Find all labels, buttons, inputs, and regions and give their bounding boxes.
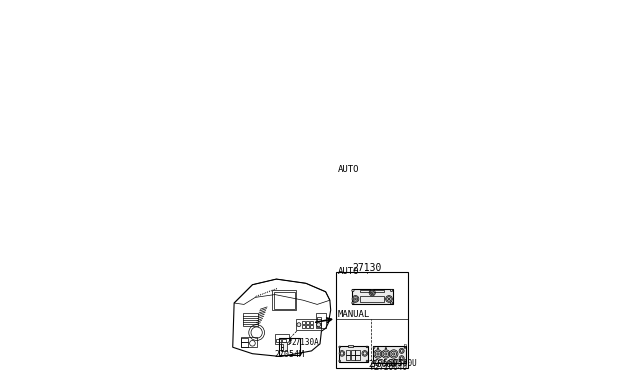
Circle shape <box>385 353 387 355</box>
Circle shape <box>374 350 382 358</box>
Circle shape <box>390 289 393 292</box>
Bar <box>317 317 321 321</box>
Circle shape <box>385 348 387 349</box>
Circle shape <box>353 297 358 301</box>
Circle shape <box>393 353 395 355</box>
Bar <box>243 313 258 326</box>
Circle shape <box>289 341 291 343</box>
Text: 27130: 27130 <box>353 263 381 273</box>
Bar <box>346 350 351 355</box>
Bar <box>302 321 305 324</box>
Bar <box>241 343 248 347</box>
Bar <box>280 342 287 351</box>
Circle shape <box>339 350 345 356</box>
Circle shape <box>399 356 404 361</box>
Bar <box>360 290 384 292</box>
Circle shape <box>400 357 403 360</box>
Text: R2720040: R2720040 <box>371 363 408 372</box>
Bar <box>352 289 393 304</box>
Circle shape <box>352 289 354 292</box>
Text: 27130A: 27130A <box>291 338 319 347</box>
Circle shape <box>366 346 368 348</box>
Bar <box>273 292 294 309</box>
Bar <box>337 272 408 368</box>
Circle shape <box>383 351 388 357</box>
Circle shape <box>340 352 344 355</box>
Bar <box>310 325 313 328</box>
Bar <box>306 321 309 324</box>
Text: AUTO: AUTO <box>338 165 359 174</box>
Text: 27054M: 27054M <box>275 350 305 359</box>
Circle shape <box>352 296 359 302</box>
Circle shape <box>366 360 368 362</box>
Circle shape <box>377 353 379 355</box>
Bar <box>355 355 360 360</box>
Text: 27560U: 27560U <box>374 359 402 368</box>
Bar <box>279 338 300 355</box>
Circle shape <box>387 297 391 301</box>
Bar <box>346 355 351 360</box>
Bar <box>348 345 353 347</box>
Bar <box>351 350 355 355</box>
Circle shape <box>371 292 373 294</box>
Bar <box>355 350 360 355</box>
Bar <box>373 346 406 363</box>
Bar <box>306 325 309 328</box>
Bar <box>360 296 384 302</box>
Bar <box>339 346 368 362</box>
Circle shape <box>339 360 340 362</box>
Circle shape <box>373 347 375 348</box>
Circle shape <box>369 290 375 296</box>
Bar <box>282 339 286 343</box>
Bar <box>302 325 305 328</box>
Text: 27560U: 27560U <box>368 360 396 369</box>
Circle shape <box>386 296 392 302</box>
Circle shape <box>362 350 367 356</box>
Bar <box>310 321 313 324</box>
Circle shape <box>390 302 393 304</box>
Circle shape <box>355 298 356 300</box>
Circle shape <box>399 348 404 353</box>
Bar <box>316 313 326 328</box>
Circle shape <box>297 323 301 327</box>
Circle shape <box>400 349 403 352</box>
Circle shape <box>390 350 398 358</box>
Text: D: D <box>403 344 406 349</box>
Bar <box>241 337 257 347</box>
Bar <box>317 323 321 327</box>
Circle shape <box>373 361 375 362</box>
Bar <box>276 339 280 343</box>
Circle shape <box>375 351 381 357</box>
Circle shape <box>388 298 390 300</box>
Circle shape <box>339 346 340 348</box>
Circle shape <box>381 350 390 358</box>
Bar <box>281 347 284 350</box>
Circle shape <box>391 351 397 357</box>
Bar <box>275 334 289 344</box>
Bar <box>296 319 321 330</box>
Circle shape <box>404 347 406 348</box>
Text: MANUAL: MANUAL <box>338 310 370 319</box>
Circle shape <box>378 348 379 349</box>
Circle shape <box>404 361 406 362</box>
Bar <box>241 338 248 342</box>
Text: AUTO: AUTO <box>338 267 359 276</box>
Bar <box>281 344 284 347</box>
Circle shape <box>363 352 367 355</box>
Circle shape <box>352 302 354 304</box>
Circle shape <box>317 323 321 327</box>
Circle shape <box>371 291 374 295</box>
Bar <box>272 291 296 310</box>
Bar <box>351 355 355 360</box>
Text: 27560U: 27560U <box>390 359 417 368</box>
